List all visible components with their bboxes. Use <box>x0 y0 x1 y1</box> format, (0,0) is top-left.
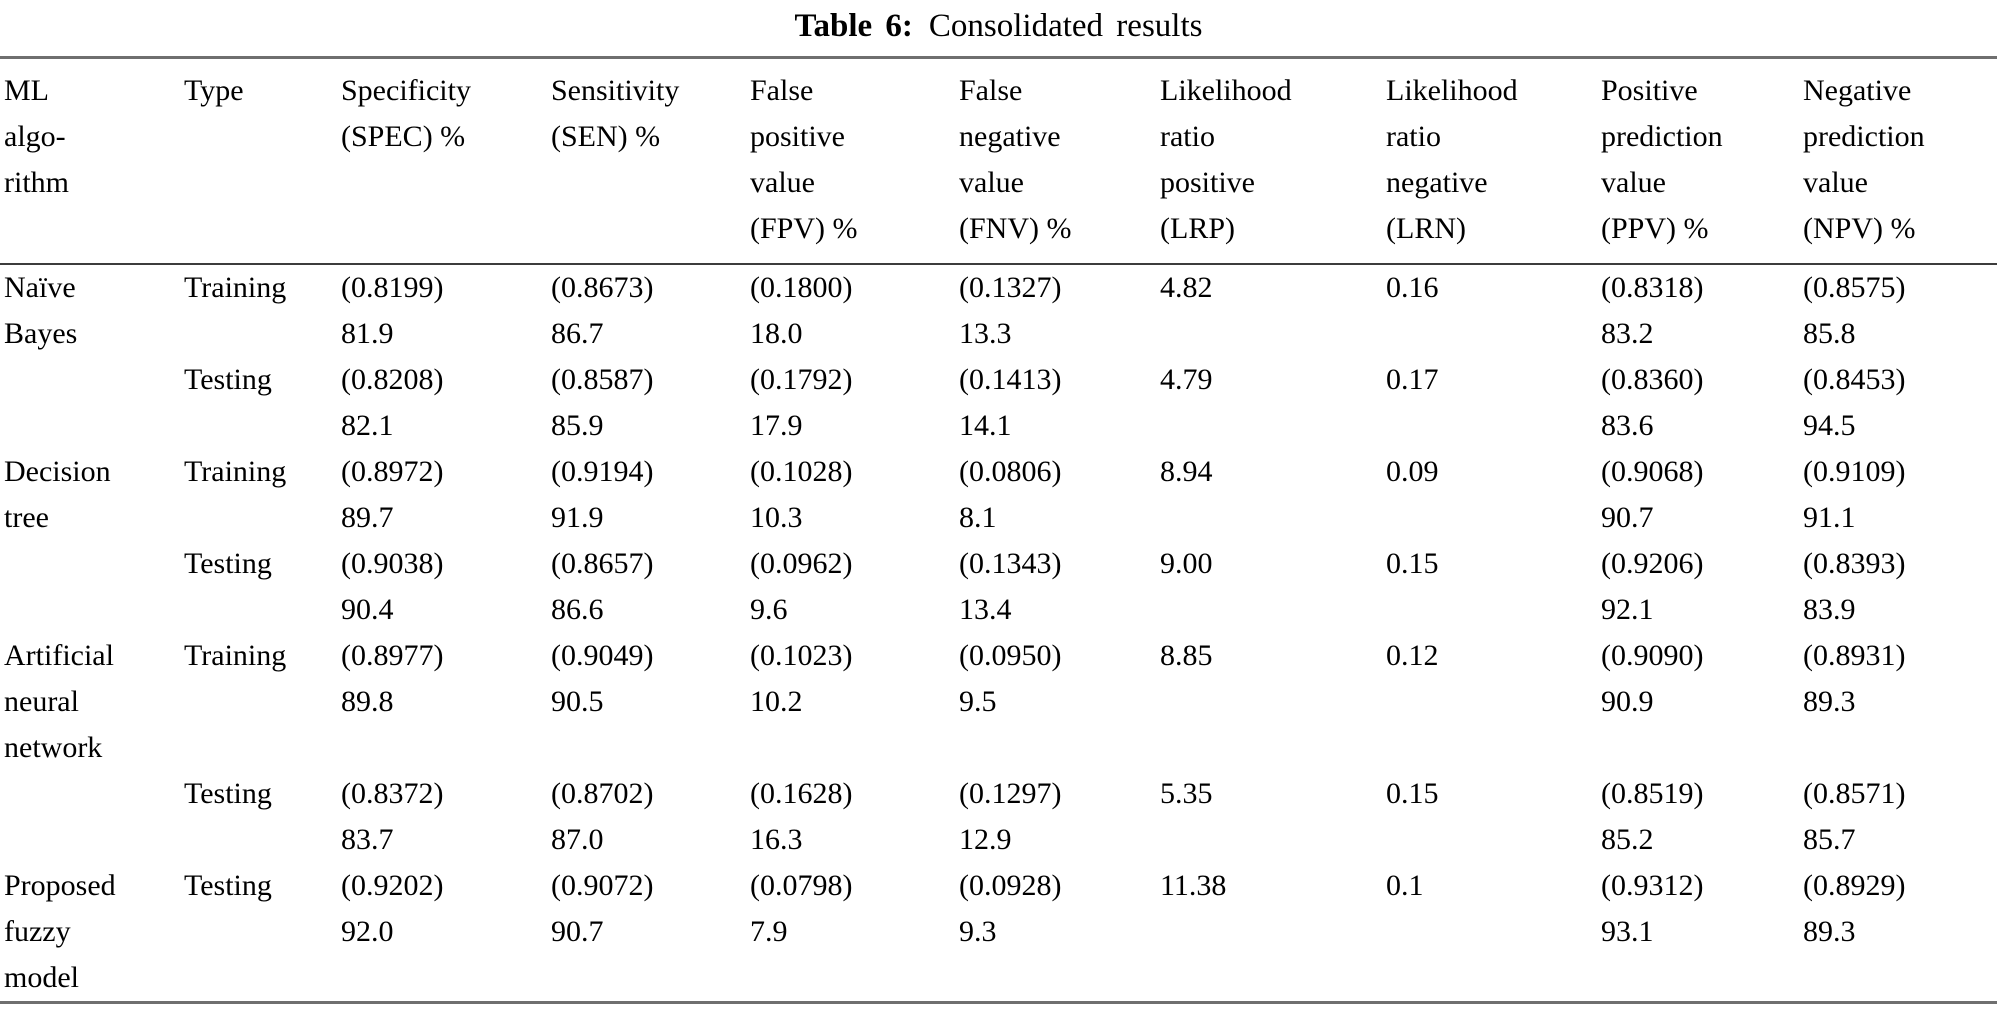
cell-fpv: (0.1028) 10.3 <box>750 455 853 534</box>
header-row: ML algo- rithm Type Specificity (SPEC) %… <box>0 57 1997 265</box>
cell-fnv: (0.1327) 13.3 <box>959 271 1062 350</box>
cell-algorithm: Artificial neural network <box>4 639 114 764</box>
cell-lrn: 0.16 <box>1386 271 1439 304</box>
cell-fnv: (0.1297) 12.9 <box>959 777 1062 856</box>
cell-specificity: (0.9202) 92.0 <box>341 869 444 948</box>
table-row: Artificial neural network Training (0.89… <box>0 633 1997 771</box>
cell-lrn: 0.15 <box>1386 777 1439 810</box>
cell-fnv: (0.1343) 13.4 <box>959 547 1062 626</box>
cell-fpv: (0.1023) 10.2 <box>750 639 853 718</box>
cell-lrp: 9.00 <box>1160 547 1213 580</box>
cell-specificity: (0.8972) 89.7 <box>341 455 444 534</box>
cell-type: Testing <box>184 869 272 902</box>
cell-sensitivity: (0.8587) 85.9 <box>551 363 654 442</box>
cell-algorithm: Naïve Bayes <box>4 271 78 350</box>
cell-npv: (0.8571) 85.7 <box>1803 777 1906 856</box>
cell-algorithm: Proposed fuzzy model <box>4 869 116 994</box>
cell-npv: (0.9109) 91.1 <box>1803 455 1906 534</box>
cell-ppv: (0.9090) 90.9 <box>1601 639 1704 718</box>
cell-algorithm <box>0 357 184 449</box>
cell-ppv: (0.9312) 93.1 <box>1601 869 1704 948</box>
cell-lrp: 8.85 <box>1160 639 1213 672</box>
cell-ppv: (0.8318) 83.2 <box>1601 271 1704 350</box>
cell-fpv: (0.1628) 16.3 <box>750 777 853 856</box>
cell-type: Training <box>184 271 287 304</box>
cell-specificity: (0.8372) 83.7 <box>341 777 444 856</box>
cell-fpv: (0.1800) 18.0 <box>750 271 853 350</box>
cell-fnv: (0.1413) 14.1 <box>959 363 1062 442</box>
cell-fpv: (0.1792) 17.9 <box>750 363 853 442</box>
cell-specificity: (0.8208) 82.1 <box>341 363 444 442</box>
cell-lrn: 0.1 <box>1386 869 1424 902</box>
cell-type: Training <box>184 639 287 672</box>
cell-lrn: 0.17 <box>1386 363 1439 396</box>
cell-ppv: (0.8519) 85.2 <box>1601 777 1704 856</box>
cell-npv: (0.8929) 89.3 <box>1803 869 1906 948</box>
cell-ppv: (0.8360) 83.6 <box>1601 363 1704 442</box>
cell-algorithm <box>0 541 184 633</box>
table-caption-text: Consolidated results <box>928 8 1203 44</box>
table-caption: Table 6: Consolidated results <box>0 0 1997 56</box>
cell-fpv: (0.0962) 9.6 <box>750 547 853 626</box>
cell-specificity: (0.8199) 81.9 <box>341 271 444 350</box>
cell-fnv: (0.0928) 9.3 <box>959 869 1062 948</box>
header-false-negative-value: False negative value (FNV) % <box>959 57 1160 265</box>
header-false-positive-value: False positive value (FPV) % <box>750 57 959 265</box>
cell-lrp: 8.94 <box>1160 455 1213 488</box>
cell-npv: (0.8453) 94.5 <box>1803 363 1906 442</box>
cell-ppv: (0.9206) 92.1 <box>1601 547 1704 626</box>
header-likelihood-ratio-positive: Likelihood ratio positive (LRP) <box>1160 57 1386 265</box>
cell-npv: (0.8393) 83.9 <box>1803 547 1906 626</box>
cell-lrn: 0.15 <box>1386 547 1439 580</box>
table-caption-label: Table 6: <box>794 8 913 44</box>
table-row: Naïve Bayes Training (0.8199) 81.9 (0.86… <box>0 264 1997 357</box>
cell-npv: (0.8575) 85.8 <box>1803 271 1906 350</box>
header-specificity: Specificity (SPEC) % <box>341 57 551 265</box>
cell-ppv: (0.9068) 90.7 <box>1601 455 1704 534</box>
header-likelihood-ratio-negative: Likelihood ratio negative (LRN) <box>1386 57 1601 265</box>
cell-fnv: (0.0950) 9.5 <box>959 639 1062 718</box>
cell-lrn: 0.12 <box>1386 639 1439 672</box>
table-row: Testing (0.8372) 83.7 (0.8702) 87.0 (0.1… <box>0 771 1997 863</box>
table-row: Testing (0.9038) 90.4 (0.8657) 86.6 (0.0… <box>0 541 1997 633</box>
cell-type: Training <box>184 455 287 488</box>
cell-algorithm <box>0 771 184 863</box>
cell-fpv: (0.0798) 7.9 <box>750 869 853 948</box>
cell-lrp: 5.35 <box>1160 777 1213 810</box>
cell-type: Testing <box>184 777 272 810</box>
cell-sensitivity: (0.8657) 86.6 <box>551 547 654 626</box>
cell-lrp: 11.38 <box>1160 869 1227 902</box>
cell-specificity: (0.8977) 89.8 <box>341 639 444 718</box>
cell-lrp: 4.79 <box>1160 363 1213 396</box>
cell-lrn: 0.09 <box>1386 455 1439 488</box>
header-positive-prediction-value: Positive prediction value (PPV) % <box>1601 57 1803 265</box>
cell-sensitivity: (0.8673) 86.7 <box>551 271 654 350</box>
cell-npv: (0.8931) 89.3 <box>1803 639 1906 718</box>
table-row: Testing (0.8208) 82.1 (0.8587) 85.9 (0.1… <box>0 357 1997 449</box>
header-sensitivity: Sensitivity (SEN) % <box>551 57 750 265</box>
cell-type: Testing <box>184 363 272 396</box>
cell-lrp: 4.82 <box>1160 271 1213 304</box>
cell-sensitivity: (0.8702) 87.0 <box>551 777 654 856</box>
cell-algorithm: Decision tree <box>4 455 111 534</box>
consolidated-results-table: ML algo- rithm Type Specificity (SPEC) %… <box>0 56 1997 1004</box>
header-ml-algorithm: ML algo- rithm <box>0 57 184 265</box>
header-type: Type <box>184 57 341 265</box>
table-row: Decision tree Training (0.8972) 89.7 (0.… <box>0 449 1997 541</box>
cell-sensitivity: (0.9049) 90.5 <box>551 639 654 718</box>
cell-type: Testing <box>184 547 272 580</box>
cell-sensitivity: (0.9072) 90.7 <box>551 869 654 948</box>
table-row: Proposed fuzzy model Testing (0.9202) 92… <box>0 863 1997 1003</box>
cell-sensitivity: (0.9194) 91.9 <box>551 455 654 534</box>
cell-specificity: (0.9038) 90.4 <box>341 547 444 626</box>
cell-fnv: (0.0806) 8.1 <box>959 455 1062 534</box>
header-negative-prediction-value: Negative prediction value (NPV) % <box>1803 57 1997 265</box>
